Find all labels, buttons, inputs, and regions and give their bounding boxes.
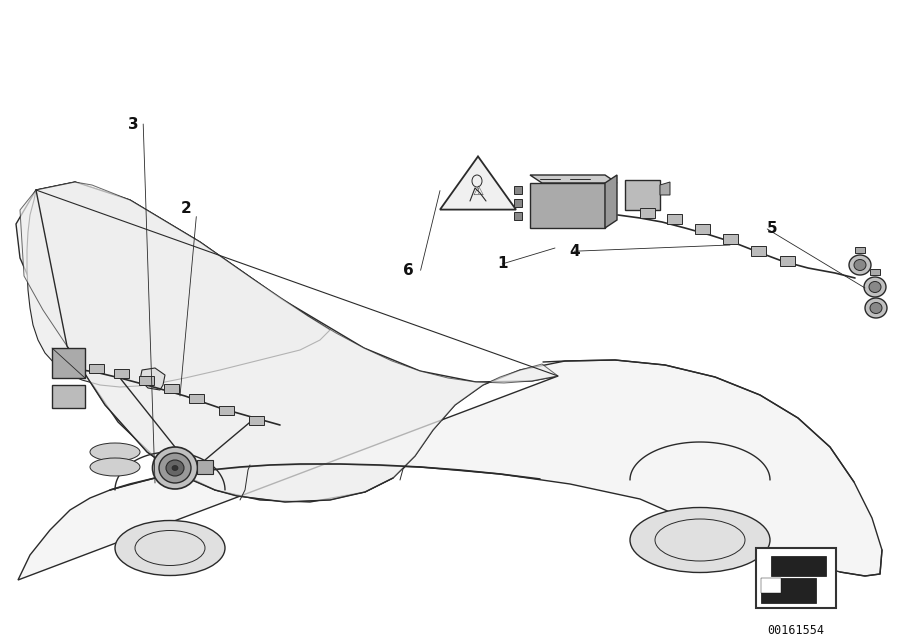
Ellipse shape [159,453,191,483]
Ellipse shape [854,259,866,270]
Polygon shape [667,214,682,224]
Ellipse shape [864,277,886,297]
Polygon shape [189,394,204,403]
Ellipse shape [152,447,197,489]
Text: 4: 4 [569,244,580,259]
Polygon shape [761,578,816,603]
Polygon shape [756,548,836,608]
Polygon shape [27,182,330,387]
Polygon shape [219,406,234,415]
Text: ⚠: ⚠ [472,184,483,198]
Polygon shape [625,180,660,210]
Polygon shape [530,183,605,228]
Polygon shape [695,224,710,234]
Text: 5: 5 [767,221,778,237]
Ellipse shape [869,282,881,293]
Polygon shape [723,234,738,244]
Text: 2: 2 [181,201,192,216]
Polygon shape [605,175,617,228]
Polygon shape [640,208,655,218]
Polygon shape [514,199,522,207]
Polygon shape [197,460,213,474]
Polygon shape [514,212,522,220]
Ellipse shape [849,255,871,275]
Text: 1: 1 [497,256,508,272]
Polygon shape [530,175,617,183]
Polygon shape [139,376,154,385]
Polygon shape [660,182,670,195]
Ellipse shape [90,458,140,476]
Ellipse shape [115,520,225,576]
Ellipse shape [630,508,770,572]
Polygon shape [440,156,516,210]
Polygon shape [69,358,84,367]
Polygon shape [16,182,882,580]
Ellipse shape [90,443,140,461]
Polygon shape [114,369,129,378]
Polygon shape [780,256,795,266]
Polygon shape [855,247,865,253]
Polygon shape [249,416,264,425]
Polygon shape [514,186,522,194]
Polygon shape [771,556,826,576]
Ellipse shape [172,466,178,471]
Text: 3: 3 [128,116,139,132]
Ellipse shape [870,303,882,314]
Polygon shape [52,348,85,378]
Polygon shape [751,246,766,256]
Text: 6: 6 [403,263,414,278]
Polygon shape [20,182,558,502]
Ellipse shape [865,298,887,318]
Polygon shape [870,269,880,275]
Polygon shape [164,384,179,393]
Polygon shape [89,364,104,373]
Text: 00161554: 00161554 [768,624,824,636]
Polygon shape [140,368,165,390]
Polygon shape [52,385,85,408]
Ellipse shape [166,460,184,476]
Polygon shape [761,578,781,593]
